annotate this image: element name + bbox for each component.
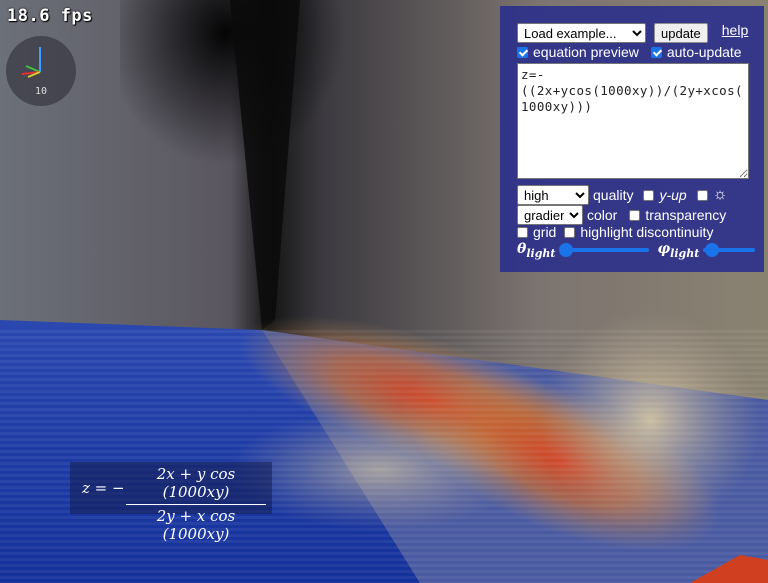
control-panel: Load example... update help equation pre… bbox=[500, 6, 764, 272]
formula-numerator: 2x + y cos (1000xy) bbox=[156, 465, 236, 501]
equation-preview-label: equation preview bbox=[533, 44, 639, 60]
fraction-bar bbox=[126, 504, 266, 505]
highlight-discontinuity-label: highlight discontinuity bbox=[580, 224, 714, 240]
phi-slider-track bbox=[703, 248, 756, 253]
theta-sub: light bbox=[526, 246, 556, 260]
theta-light-label: θlight bbox=[517, 241, 555, 260]
sun-icon: ☼ bbox=[712, 186, 728, 203]
formula-lhs: z = − bbox=[82, 479, 125, 497]
theta-slider-track bbox=[559, 248, 650, 253]
grid-checkbox[interactable] bbox=[517, 226, 528, 238]
theta-slider-thumb[interactable] bbox=[559, 243, 574, 258]
update-button[interactable]: update bbox=[654, 23, 708, 43]
equation-input[interactable]: z=-((2x+ycos(1000xy))/(2y+xcos(1000xy))) bbox=[517, 63, 749, 179]
phi-light-slider[interactable] bbox=[703, 243, 756, 258]
phi-light-label: φlight bbox=[657, 241, 699, 260]
phi-symbol: φ bbox=[657, 241, 671, 257]
y-up-label: y-up bbox=[659, 187, 687, 203]
example-select[interactable]: Load example... bbox=[517, 23, 646, 43]
color-label: color bbox=[587, 207, 618, 223]
axis-gizmo: 10 bbox=[6, 36, 76, 106]
formula-fraction: 2x + y cos (1000xy) 2y + x cos (1000xy) bbox=[126, 465, 266, 543]
theta-light-slider[interactable] bbox=[559, 243, 650, 258]
quality-label: quality bbox=[593, 187, 634, 203]
help-link[interactable]: help bbox=[721, 22, 749, 38]
transparency-checkbox[interactable] bbox=[629, 209, 641, 221]
phi-slider-thumb[interactable] bbox=[705, 243, 720, 258]
grid-label: grid bbox=[533, 224, 557, 240]
axes-icon bbox=[21, 47, 41, 78]
equation-preview: z = − 2x + y cos (1000xy) 2y + x cos (10… bbox=[70, 462, 272, 543]
transparency-label: transparency bbox=[645, 207, 727, 223]
formula-denominator: 2y + x cos (1000xy) bbox=[156, 507, 236, 543]
equation-preview-checkbox[interactable] bbox=[517, 46, 528, 58]
y-up-checkbox[interactable] bbox=[643, 189, 655, 201]
phi-sub: light bbox=[670, 246, 700, 260]
auto-update-checkbox[interactable] bbox=[650, 46, 662, 58]
quality-select[interactable]: high bbox=[517, 185, 589, 205]
fps-counter: 18.6 fps bbox=[7, 6, 93, 26]
highlight-discontinuity-checkbox[interactable] bbox=[564, 226, 576, 238]
light-checkbox[interactable] bbox=[696, 189, 708, 201]
theta-symbol: θ bbox=[517, 241, 527, 257]
gizmo-scale-label: 10 bbox=[34, 86, 48, 97]
auto-update-label: auto-update bbox=[666, 44, 742, 60]
color-select[interactable]: gradient bbox=[517, 205, 583, 225]
